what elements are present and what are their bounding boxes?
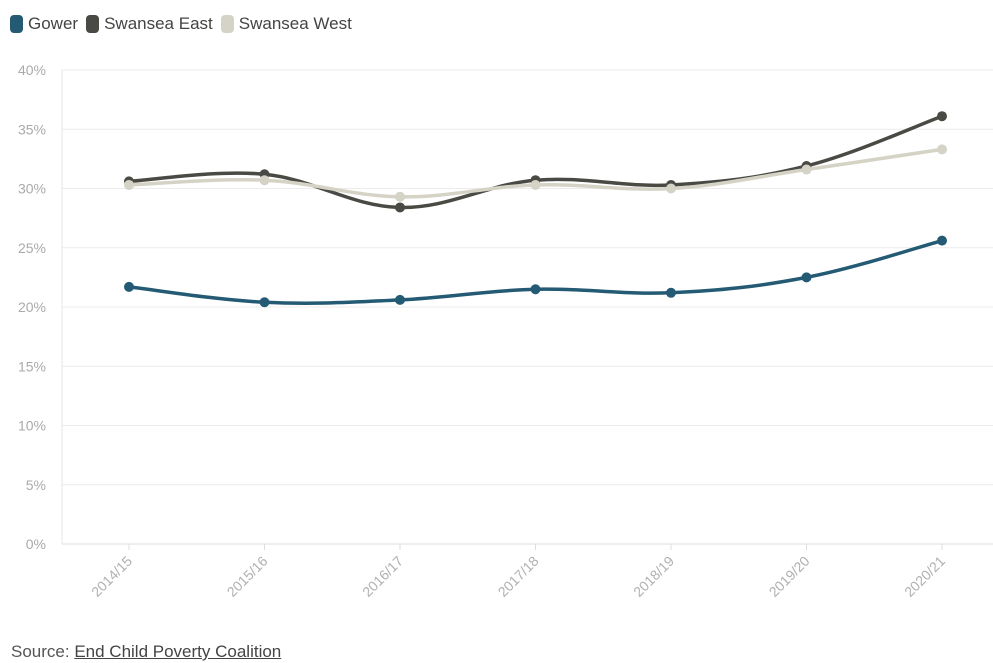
data-point-swansea-west — [124, 179, 134, 190]
x-tick-label: 2019/20 — [766, 553, 813, 600]
x-tick-label: 2017/18 — [495, 553, 542, 600]
data-point-swansea-west — [395, 191, 405, 202]
data-point-swansea-west — [801, 164, 812, 175]
legend-label-swansea-west: Swansea West — [238, 14, 352, 33]
data-point-swansea-west — [937, 144, 947, 155]
data-point-gower — [259, 297, 270, 308]
x-tick-label: 2016/17 — [359, 553, 406, 600]
y-tick-label: 15% — [18, 358, 46, 374]
line-chart: 0% 5% 10% 15% 20% 25% 30% 35% 40% 2014/15 2015/16 2… — [18, 62, 993, 600]
data-point-gower — [530, 284, 541, 295]
x-tick-label: 2014/15 — [88, 553, 135, 600]
source-link[interactable]: End Child Poverty Coalition — [74, 642, 282, 661]
legend-item-swansea-west[interactable]: Swansea West — [220, 14, 352, 34]
data-point-swansea-east — [937, 111, 947, 122]
series-line-swansea-east — [127, 114, 944, 210]
data-point-gower — [124, 281, 134, 292]
y-tick-label: 0% — [26, 536, 46, 552]
legend-item-swansea-east[interactable]: Swansea East — [86, 14, 213, 34]
y-tick-label: 25% — [18, 240, 46, 256]
legend-label-swansea-east: Swansea East — [104, 14, 213, 33]
y-tick-label: 35% — [18, 121, 46, 137]
y-tick-label: 30% — [18, 181, 46, 197]
y-tick-label: 20% — [18, 299, 46, 315]
legend: Gower Swansea East Swansea West — [10, 14, 352, 34]
data-point-swansea-west — [530, 179, 541, 190]
legend-swatch-gower — [10, 15, 23, 33]
y-tick-label: 5% — [26, 477, 46, 493]
data-point-gower — [666, 287, 676, 298]
source-note: Source: End Child Poverty Coalition — [11, 642, 281, 662]
data-point-gower — [801, 272, 812, 283]
x-tick-label: 2020/21 — [901, 553, 948, 600]
data-point-gower — [937, 235, 947, 246]
legend-swatch-swansea-west — [220, 15, 234, 33]
x-tick-label: 2018/19 — [630, 553, 677, 600]
legend-item-gower[interactable]: Gower — [10, 14, 78, 34]
x-tick-label: 2015/16 — [224, 553, 271, 600]
legend-swatch-swansea-east — [86, 15, 100, 33]
y-tick-label: 40% — [18, 62, 46, 78]
data-point-swansea-west — [259, 175, 270, 186]
data-point-swansea-east — [395, 202, 405, 213]
data-point-swansea-west — [666, 183, 676, 194]
source-prefix: Source: — [11, 642, 70, 661]
data-point-gower — [395, 294, 405, 305]
legend-label-gower: Gower — [28, 14, 79, 33]
y-tick-label: 10% — [18, 418, 46, 434]
